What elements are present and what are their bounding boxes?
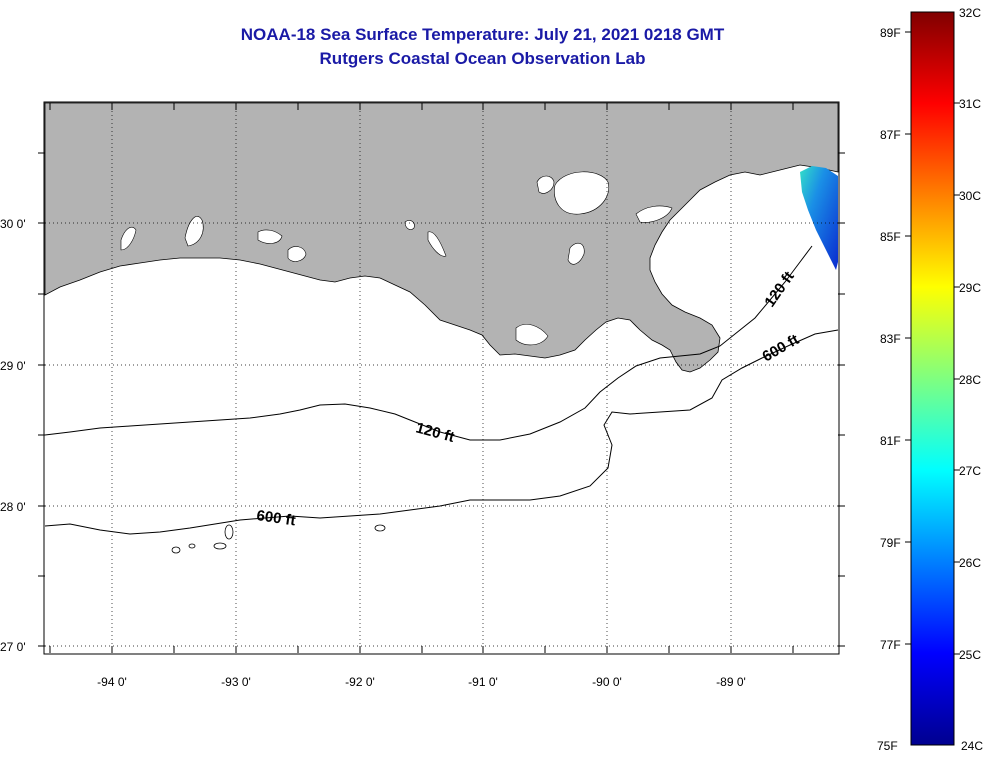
colorbar-f-label: 85F [880, 230, 901, 244]
contour-120ft-line [44, 245, 813, 441]
lon-label: -93 0' [221, 675, 251, 689]
colorbar-f-label: 77F [880, 638, 901, 652]
colorbar-c-label: 32C [959, 6, 981, 20]
colorbar-c-label: 26C [959, 556, 981, 570]
lat-label: 27 0' [0, 640, 26, 654]
lat-label: 30 0' [0, 217, 26, 231]
map-title: NOAA-18 Sea Surface Temperature: July 21… [240, 25, 725, 44]
colorbar-c-label: 28C [959, 373, 981, 387]
contour-600ft-line [44, 329, 839, 535]
colorbar-f-label: 79F [880, 536, 901, 550]
contour-label-600ft-west: 600 ft [255, 507, 296, 529]
colorbar-f-label: 75F [877, 739, 898, 753]
colorbar-ticks [905, 31, 960, 655]
tick-marks [38, 103, 845, 653]
colorbar-f-label: 83F [880, 332, 901, 346]
lon-label: -89 0' [716, 675, 746, 689]
colorbar-c-label: 25C [959, 648, 981, 662]
colorbar-f-label: 87F [880, 128, 901, 142]
lon-label: -90 0' [592, 675, 622, 689]
land-mass [44, 102, 839, 373]
colorbar-c-label: 29C [959, 281, 981, 295]
colorbar-f-label: 81F [880, 434, 901, 448]
lon-label: -91 0' [468, 675, 498, 689]
colorbar-f-label: 89F [880, 26, 901, 40]
colorbar-c-label: 30C [959, 189, 981, 203]
lat-label: 29 0' [0, 359, 26, 373]
sst-data-patch [800, 166, 838, 270]
colorbar-c-label: 27C [959, 464, 981, 478]
lat-label: 28 0' [0, 500, 26, 514]
contour-islands [171, 524, 386, 554]
lon-label: -94 0' [97, 675, 127, 689]
map-subtitle: Rutgers Coastal Ocean Observation Lab [319, 49, 646, 68]
lon-label: -92 0' [345, 675, 375, 689]
lakes [120, 171, 673, 346]
colorbar: 89F 87F 85F 83F 81F 79F 77F 75F 32C 31C … [877, 6, 983, 753]
colorbar-gradient [910, 11, 955, 746]
colorbar-c-label: 31C [959, 97, 981, 111]
map-panel: 120 ft 600 ft 120 ft 600 ft [38, 101, 845, 655]
colorbar-c-label: 24C [961, 739, 983, 753]
